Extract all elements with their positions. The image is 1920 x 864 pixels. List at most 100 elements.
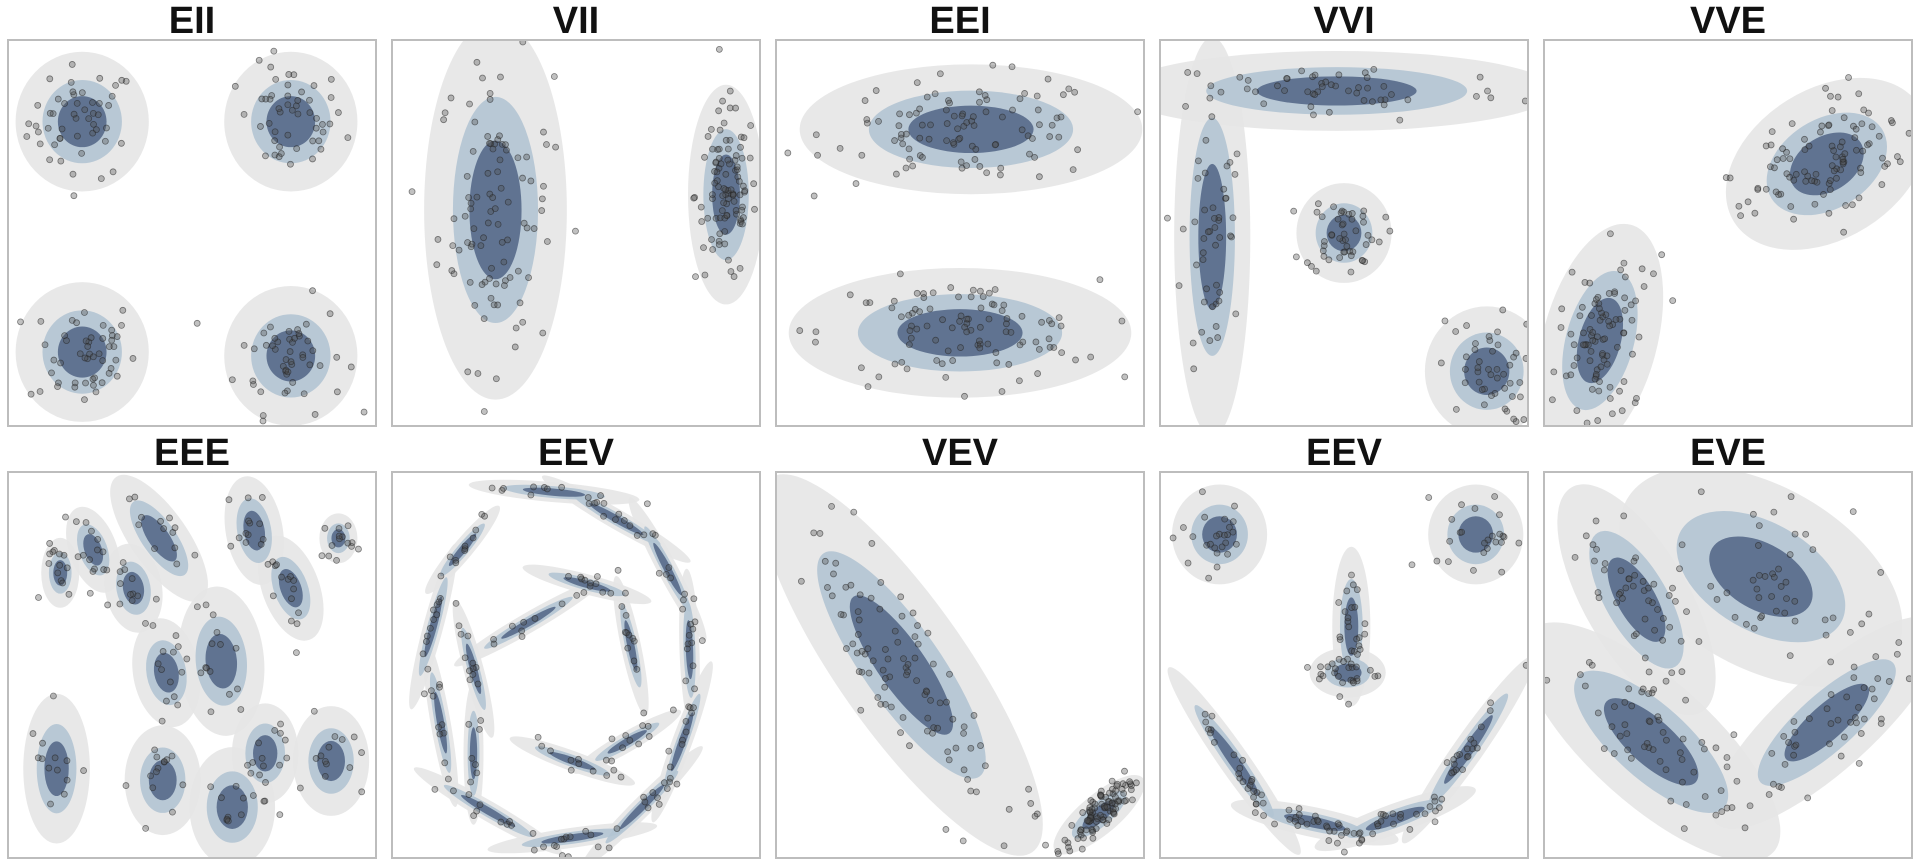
data-point — [1658, 251, 1666, 259]
data-point — [1059, 91, 1067, 99]
data-point — [897, 313, 905, 321]
data-point — [925, 135, 933, 143]
data-point — [1768, 128, 1776, 136]
data-point — [1213, 532, 1220, 540]
data-point — [1662, 766, 1670, 774]
data-point — [319, 128, 327, 136]
data-point — [1341, 608, 1349, 616]
data-point — [1164, 214, 1171, 222]
data-point — [1191, 218, 1199, 226]
data-point — [1881, 162, 1889, 170]
data-point — [898, 358, 906, 366]
data-point — [1659, 636, 1667, 644]
data-point — [538, 207, 546, 214]
data-point — [51, 754, 59, 762]
density-band-inner — [153, 652, 179, 693]
data-point — [1500, 370, 1508, 378]
data-point — [1377, 96, 1385, 104]
data-point — [547, 747, 554, 755]
data-point — [259, 412, 267, 419]
data-point — [849, 640, 857, 648]
data-point — [902, 164, 910, 172]
data-point — [237, 811, 245, 819]
data-point — [678, 740, 686, 748]
data-point — [207, 708, 215, 716]
data-point — [942, 373, 950, 381]
data-point — [913, 325, 921, 333]
data-point — [1190, 365, 1198, 373]
data-point — [501, 282, 508, 289]
panel-title: EEV — [1305, 432, 1383, 474]
data-point — [57, 359, 64, 367]
data-point — [92, 388, 100, 396]
data-point — [1118, 785, 1126, 793]
data-point — [1477, 723, 1485, 731]
data-point — [722, 170, 730, 178]
data-point — [1589, 329, 1597, 336]
data-point — [1335, 599, 1343, 606]
data-point — [122, 782, 130, 789]
data-point — [738, 206, 746, 214]
data-point — [602, 756, 610, 764]
data-point — [1118, 317, 1126, 325]
data-point — [750, 180, 758, 188]
data-point — [149, 784, 157, 792]
data-point — [1377, 810, 1385, 818]
data-point — [56, 134, 64, 142]
data-point — [1343, 827, 1351, 835]
data-point — [1690, 768, 1698, 776]
data-point — [832, 559, 840, 567]
data-point — [1641, 654, 1649, 662]
data-point — [1458, 528, 1466, 536]
data-point — [1310, 111, 1317, 119]
data-point — [1345, 87, 1352, 95]
data-point — [530, 483, 537, 491]
data-point — [975, 88, 983, 96]
data-point — [913, 289, 921, 297]
data-point — [441, 759, 449, 767]
data-point — [491, 205, 499, 213]
data-point — [1236, 73, 1244, 81]
data-point — [295, 330, 303, 337]
data-point — [981, 92, 989, 99]
data-point — [960, 766, 968, 774]
data-point — [967, 787, 975, 795]
panel-title: EVE — [1689, 432, 1767, 474]
data-point — [174, 643, 182, 651]
data-point — [467, 778, 475, 786]
data-point — [168, 752, 176, 760]
data-point — [584, 494, 592, 501]
data-point — [796, 327, 804, 334]
data-point — [1486, 337, 1494, 344]
data-point — [1475, 378, 1483, 386]
data-point — [1682, 801, 1690, 808]
data-point — [720, 199, 728, 207]
data-point — [1722, 174, 1730, 181]
data-point — [1199, 488, 1206, 496]
data-point — [1348, 215, 1356, 223]
data-point — [1003, 320, 1010, 328]
data-point — [249, 792, 257, 799]
density-band-inner — [57, 96, 107, 148]
data-point — [74, 132, 81, 140]
data-point — [635, 740, 643, 748]
data-point — [1613, 599, 1621, 607]
data-point — [32, 122, 40, 130]
data-point — [1621, 306, 1629, 314]
data-point — [73, 319, 80, 327]
data-point — [91, 374, 99, 382]
data-point — [1453, 752, 1461, 760]
data-point — [1441, 317, 1449, 325]
data-point — [1599, 350, 1606, 357]
data-point — [127, 591, 134, 598]
density-band-inner — [148, 760, 177, 801]
data-point — [1723, 763, 1731, 771]
data-point — [1091, 800, 1099, 808]
data-point — [452, 559, 460, 567]
data-point — [525, 274, 532, 281]
data-point — [884, 655, 892, 663]
data-point — [538, 195, 546, 203]
data-point — [607, 589, 615, 597]
data-point — [269, 342, 276, 350]
data-point — [500, 258, 508, 266]
